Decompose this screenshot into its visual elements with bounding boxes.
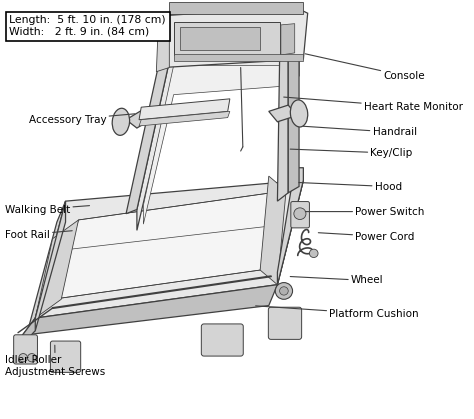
Polygon shape xyxy=(18,201,65,341)
Polygon shape xyxy=(126,61,169,214)
Polygon shape xyxy=(35,220,79,318)
Text: Platform Cushion: Platform Cushion xyxy=(255,306,419,319)
Polygon shape xyxy=(27,201,65,335)
Polygon shape xyxy=(137,53,299,230)
Polygon shape xyxy=(169,2,303,14)
Circle shape xyxy=(294,208,306,220)
Ellipse shape xyxy=(291,100,308,127)
Polygon shape xyxy=(277,168,303,285)
Polygon shape xyxy=(53,191,286,299)
Text: Walking Belt: Walking Belt xyxy=(5,204,90,215)
FancyBboxPatch shape xyxy=(50,341,81,372)
Text: Wheel: Wheel xyxy=(290,276,383,285)
FancyBboxPatch shape xyxy=(14,335,37,364)
Text: Console: Console xyxy=(305,54,425,81)
Polygon shape xyxy=(281,23,295,55)
Polygon shape xyxy=(126,109,154,128)
Text: Power Cord: Power Cord xyxy=(319,232,415,242)
Circle shape xyxy=(310,249,318,258)
Text: Key/Clip: Key/Clip xyxy=(290,148,413,158)
Polygon shape xyxy=(139,99,230,120)
Circle shape xyxy=(275,282,292,299)
Text: Power Switch: Power Switch xyxy=(305,207,425,217)
Polygon shape xyxy=(269,105,297,122)
Polygon shape xyxy=(156,16,169,72)
Text: Length:  5 ft. 10 in. (178 cm)
Width:   2 ft. 9 in. (84 cm): Length: 5 ft. 10 in. (178 cm) Width: 2 f… xyxy=(9,16,166,37)
Polygon shape xyxy=(277,168,303,285)
Polygon shape xyxy=(27,285,277,335)
Polygon shape xyxy=(173,21,280,55)
Text: Heart Rate Monitor: Heart Rate Monitor xyxy=(284,97,463,112)
Text: Accessory Tray: Accessory Tray xyxy=(29,114,135,125)
FancyBboxPatch shape xyxy=(291,202,310,228)
Polygon shape xyxy=(35,180,303,318)
Text: Hood: Hood xyxy=(299,181,402,191)
Polygon shape xyxy=(139,111,230,126)
Polygon shape xyxy=(180,26,260,50)
Ellipse shape xyxy=(112,108,129,135)
Circle shape xyxy=(27,354,36,362)
Polygon shape xyxy=(18,318,35,349)
Text: Foot Rail: Foot Rail xyxy=(5,230,72,240)
Polygon shape xyxy=(277,55,288,201)
Circle shape xyxy=(19,354,27,362)
Circle shape xyxy=(280,287,288,295)
Polygon shape xyxy=(173,54,303,61)
Text: Idler Roller
Adjustment Screws: Idler Roller Adjustment Screws xyxy=(5,345,105,377)
Text: Handrail: Handrail xyxy=(303,126,417,137)
FancyBboxPatch shape xyxy=(268,307,301,339)
Polygon shape xyxy=(163,7,308,67)
Polygon shape xyxy=(288,53,299,193)
Polygon shape xyxy=(260,176,286,285)
Polygon shape xyxy=(143,59,295,224)
FancyBboxPatch shape xyxy=(201,324,243,356)
